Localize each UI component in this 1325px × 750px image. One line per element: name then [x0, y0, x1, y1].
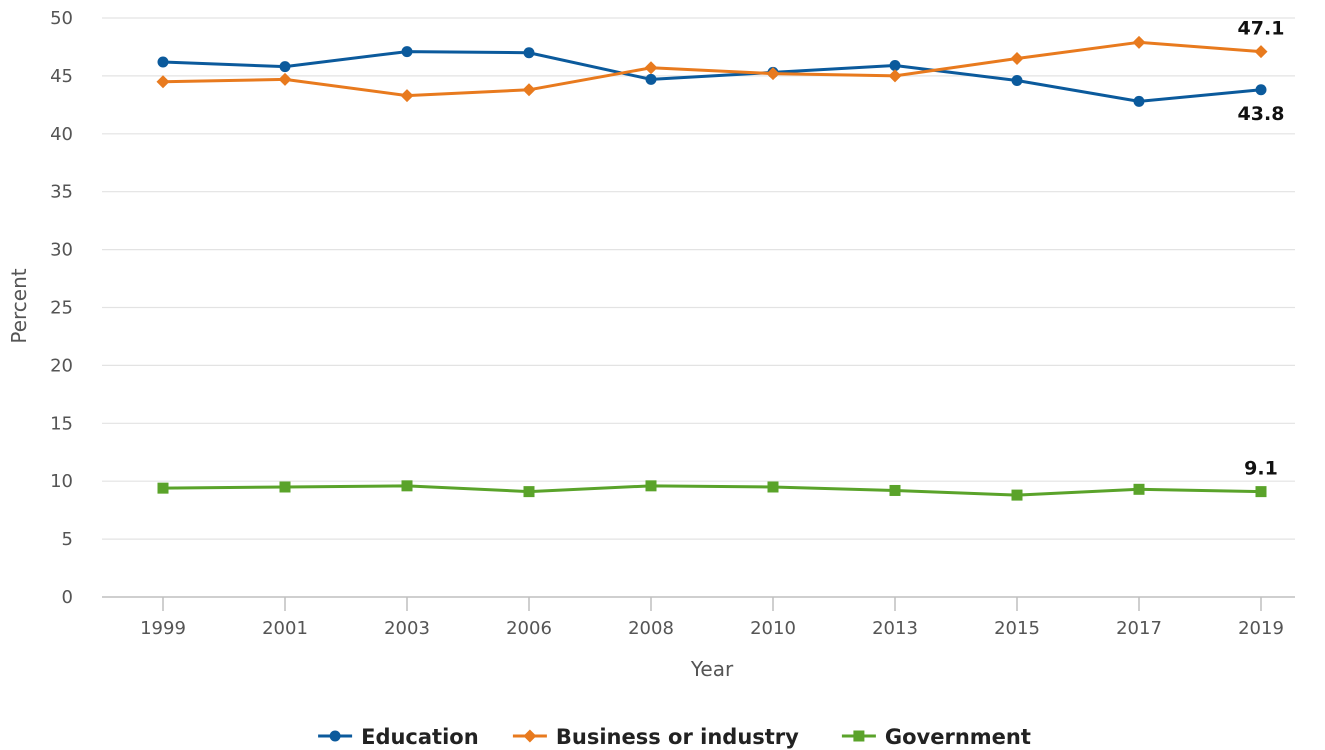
data-label: 9.1: [1244, 458, 1278, 480]
data-point: [1255, 84, 1267, 96]
data-point: [766, 67, 780, 81]
legend-item: Business or industry: [512, 725, 799, 749]
series-line: [161, 50, 1263, 103]
x-tick-label: 2015: [994, 618, 1040, 639]
legend-item: Government: [841, 725, 1031, 749]
data-label: 47.1: [1238, 18, 1285, 40]
y-tick-label: 5: [62, 529, 73, 550]
data-point: [1255, 486, 1267, 498]
data-point: [523, 486, 535, 498]
legend: Education Business or industry Government: [318, 725, 1031, 749]
y-tick-label: 15: [50, 413, 73, 434]
y-tick-label: 25: [50, 298, 73, 319]
x-tick-label: 2008: [628, 618, 674, 639]
series-line: [161, 40, 1263, 98]
data-point: [644, 61, 658, 75]
legend-item: Education: [318, 725, 479, 749]
data-point: [888, 69, 902, 83]
data-label: 43.8: [1238, 103, 1285, 125]
legend-label: Education: [361, 725, 479, 749]
y-tick-label: 40: [50, 124, 73, 145]
series-government: [157, 480, 1267, 501]
x-tick-label: 2019: [1238, 618, 1284, 639]
data-point: [1011, 75, 1023, 87]
y-tick-label: 30: [50, 240, 73, 261]
data-point: [157, 482, 169, 494]
data-point: [645, 73, 657, 85]
data-point: [156, 75, 170, 89]
series-line: [161, 484, 1263, 497]
y-axis-title: Percent: [7, 268, 31, 343]
legend-marker: [523, 729, 537, 743]
data-point: [279, 61, 291, 73]
y-tick-label: 20: [50, 355, 73, 376]
x-tick-label: 2003: [384, 618, 430, 639]
y-tick-label: 35: [50, 182, 73, 203]
y-tick-label: 0: [62, 587, 73, 608]
legend-label: Government: [885, 725, 1031, 749]
x-tick-label: 2013: [872, 618, 918, 639]
data-point: [1010, 52, 1024, 66]
legend-label: Business or industry: [556, 725, 799, 749]
data-point: [889, 484, 901, 496]
data-labels: 47.1 43.8 9.1: [1238, 18, 1285, 480]
x-tick-label: 2006: [506, 618, 552, 639]
data-point: [400, 89, 414, 103]
data-point: [523, 47, 535, 59]
data-point: [278, 72, 292, 86]
data-point: [1011, 489, 1023, 501]
y-tick-label: 50: [50, 8, 73, 29]
data-point: [1254, 45, 1268, 59]
data-point: [1133, 95, 1145, 107]
legend-marker: [853, 730, 865, 742]
series-lines: [156, 35, 1268, 501]
x-tick-label: 2010: [750, 618, 796, 639]
x-axis-title: Year: [690, 657, 734, 681]
data-point: [157, 56, 169, 68]
axes: 0 5 10 15 20 25 30 35 40 45 50 1999 2001 2003 2006 2008…: [50, 8, 1295, 639]
legend-marker: [329, 730, 341, 742]
data-point: [401, 46, 413, 58]
data-point: [889, 59, 901, 71]
data-point: [522, 83, 536, 97]
y-tick-label: 10: [50, 471, 73, 492]
x-tick-label: 2001: [262, 618, 308, 639]
data-point: [767, 481, 779, 493]
x-tick-label: 2017: [1116, 618, 1162, 639]
data-point: [279, 481, 291, 493]
y-tick-label: 45: [50, 66, 73, 87]
x-tick-label: 1999: [140, 618, 186, 639]
data-point: [1132, 35, 1146, 49]
data-point: [1133, 483, 1145, 495]
data-point: [401, 480, 413, 492]
series-business-or-industry: [156, 35, 1268, 103]
data-point: [645, 480, 657, 492]
